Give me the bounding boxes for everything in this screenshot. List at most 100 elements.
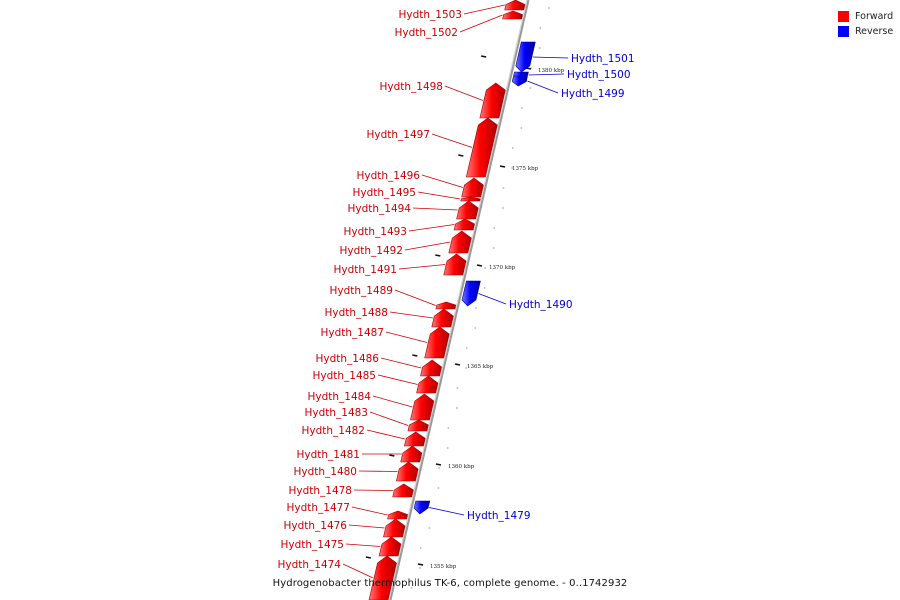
gene-label-hydth-1476[interactable]: Hydth_1476 (283, 520, 347, 532)
label-leader-line (377, 374, 418, 385)
label-leader-line (351, 506, 388, 516)
gene-label-hydth-1483[interactable]: Hydth_1483 (304, 407, 368, 419)
gene-label-hydth-1493[interactable]: Hydth_1493 (343, 226, 407, 238)
gene-label-hydth-1475[interactable]: Hydth_1475 (280, 539, 344, 551)
label-leader-line (342, 563, 374, 579)
gene-label-hydth-1501[interactable]: Hydth_1501 (571, 53, 635, 65)
gene-feature-hydth-1494[interactable] (456, 200, 479, 220)
label-leader-line (394, 289, 436, 306)
gene-feature-hydth-1493[interactable] (453, 218, 475, 231)
gene-feature-hydth-1495[interactable] (460, 196, 481, 202)
label-leader-line (380, 357, 422, 369)
gene-label-leaders (342, 4, 569, 579)
scale-tick-mark (417, 563, 424, 566)
gene-label-hydth-1489[interactable]: Hydth_1489 (329, 285, 393, 297)
scale-tick-label: 1365 kbp (467, 364, 494, 370)
gene-label-hydth-1487[interactable]: Hydth_1487 (320, 327, 384, 339)
forward-swatch (838, 11, 849, 22)
gene-feature-hydth-1492[interactable] (448, 230, 472, 254)
gene-label-hydth-1479[interactable]: Hydth_1479 (467, 510, 531, 522)
gene-feature-hydth-1478[interactable] (392, 483, 414, 498)
gene-feature-hydth-1476[interactable] (383, 518, 406, 538)
gene-features (368, 0, 536, 600)
genome-backbone-line (388, 0, 530, 600)
gene-label-hydth-1503[interactable]: Hydth_1503 (398, 9, 462, 21)
gene-feature-hydth-1484[interactable] (410, 393, 435, 421)
gene-feature-hydth-1497[interactable] (465, 117, 498, 178)
label-leader-line (404, 241, 451, 251)
gene-feature-hydth-1482[interactable] (404, 431, 426, 447)
gene-feature-hydth-1489[interactable] (435, 301, 457, 310)
gene-label-hydth-1490[interactable]: Hydth_1490 (509, 299, 573, 311)
gene-feature-hydth-1502[interactable] (502, 10, 523, 20)
gene-label-hydth-1492[interactable]: Hydth_1492 (339, 245, 403, 257)
gene-label-hydth-1478[interactable]: Hydth_1478 (288, 485, 352, 497)
gene-feature-hydth-1499[interactable] (511, 75, 528, 87)
gene-label-hydth-1494[interactable]: Hydth_1494 (347, 203, 411, 215)
gene-feature-hydth-1480[interactable] (396, 461, 419, 482)
gene-label-hydth-1486[interactable]: Hydth_1486 (315, 353, 379, 365)
gene-label-hydth-1500[interactable]: Hydth_1500 (567, 69, 631, 81)
gene-label-hydth-1498[interactable]: Hydth_1498 (379, 81, 443, 93)
gene-label-hydth-1502[interactable]: Hydth_1502 (394, 27, 458, 39)
gene-feature-hydth-1498[interactable] (479, 82, 506, 119)
scale-tick-label: 1380 kbp (538, 68, 565, 74)
gene-feature-hydth-1475[interactable] (378, 536, 402, 557)
gene-feature-hydth-1491[interactable] (443, 253, 467, 276)
scale-tick-mark (476, 264, 483, 267)
label-leader-line (358, 470, 398, 472)
scale-tick-label: 1375 kbp (512, 166, 539, 172)
label-leader-line (478, 293, 507, 305)
scale-tick-mark (435, 463, 442, 466)
gene-feature-hydth-1496[interactable] (461, 177, 484, 198)
gene-feature-hydth-1503[interactable] (504, 0, 526, 11)
gene-label-hydth-1474[interactable]: Hydth_1474 (277, 559, 341, 571)
gene-feature-hydth-1490[interactable] (461, 280, 481, 307)
gene-label-hydth-1488[interactable]: Hydth_1488 (324, 307, 388, 319)
label-leader-line (429, 507, 465, 516)
minor-ticks (365, 7, 550, 589)
gene-label-hydth-1499[interactable]: Hydth_1499 (561, 88, 625, 100)
gene-labels: Hydth_1503 Hydth_1502 Hydth_1501 Hydth_1500… (277, 9, 634, 571)
gene-label-hydth-1491[interactable]: Hydth_1491 (333, 264, 397, 276)
label-leader-line (348, 524, 385, 529)
gene-label-hydth-1485[interactable]: Hydth_1485 (312, 370, 376, 382)
gene-feature-hydth-1474[interactable] (368, 555, 397, 600)
gene-feature-hydth-1483[interactable] (407, 419, 429, 432)
gene-label-hydth-1477[interactable]: Hydth_1477 (286, 502, 350, 514)
label-leader-line (527, 80, 559, 94)
gene-feature-hydth-1486[interactable] (420, 359, 442, 377)
genome-backbone-highlight (388, 0, 528, 600)
label-leader-line (421, 174, 464, 188)
scale-tick-mark (454, 363, 461, 366)
gene-label-hydth-1497[interactable]: Hydth_1497 (366, 129, 430, 141)
label-leader-line (417, 191, 461, 200)
label-leader-line (459, 14, 503, 33)
label-leader-line (369, 411, 409, 426)
gene-feature-hydth-1481[interactable] (400, 445, 423, 463)
gene-feature-hydth-1501[interactable] (515, 41, 536, 73)
gene-feature-hydth-1485[interactable] (416, 375, 439, 394)
left-tick-mark (480, 55, 487, 58)
gene-label-hydth-1480[interactable]: Hydth_1480 (293, 466, 357, 478)
gene-label-hydth-1482[interactable]: Hydth_1482 (301, 425, 365, 437)
legend-reverse-label: Reverse (855, 26, 894, 37)
label-leader-line (385, 331, 428, 343)
gene-feature-hydth-1487[interactable] (424, 326, 450, 359)
gene-label-hydth-1484[interactable]: Hydth_1484 (307, 391, 371, 403)
gene-feature-hydth-1479[interactable] (413, 500, 431, 515)
scale-ticks: 1380 kbp 1375 kbp 1370 kbp 1365 kbp 1360 kbp… (417, 67, 565, 570)
gene-feature-hydth-1477[interactable] (387, 510, 408, 520)
label-leader-line (398, 264, 446, 270)
genome-title: Hydrogenobacter thermophilus TK-6, compl… (272, 578, 628, 589)
left-tick-mark (365, 556, 372, 559)
gene-feature-hydth-1488[interactable] (431, 308, 454, 328)
scale-tick-label: 1360 kbp (448, 464, 475, 470)
label-leader-line (366, 429, 406, 440)
gene-label-hydth-1495[interactable]: Hydth_1495 (352, 187, 416, 199)
label-leader-line (345, 543, 381, 547)
scale-tick-label: 1355 kbp (430, 564, 457, 570)
gene-label-hydth-1496[interactable]: Hydth_1496 (356, 170, 420, 182)
gene-label-hydth-1481[interactable]: Hydth_1481 (296, 449, 360, 461)
